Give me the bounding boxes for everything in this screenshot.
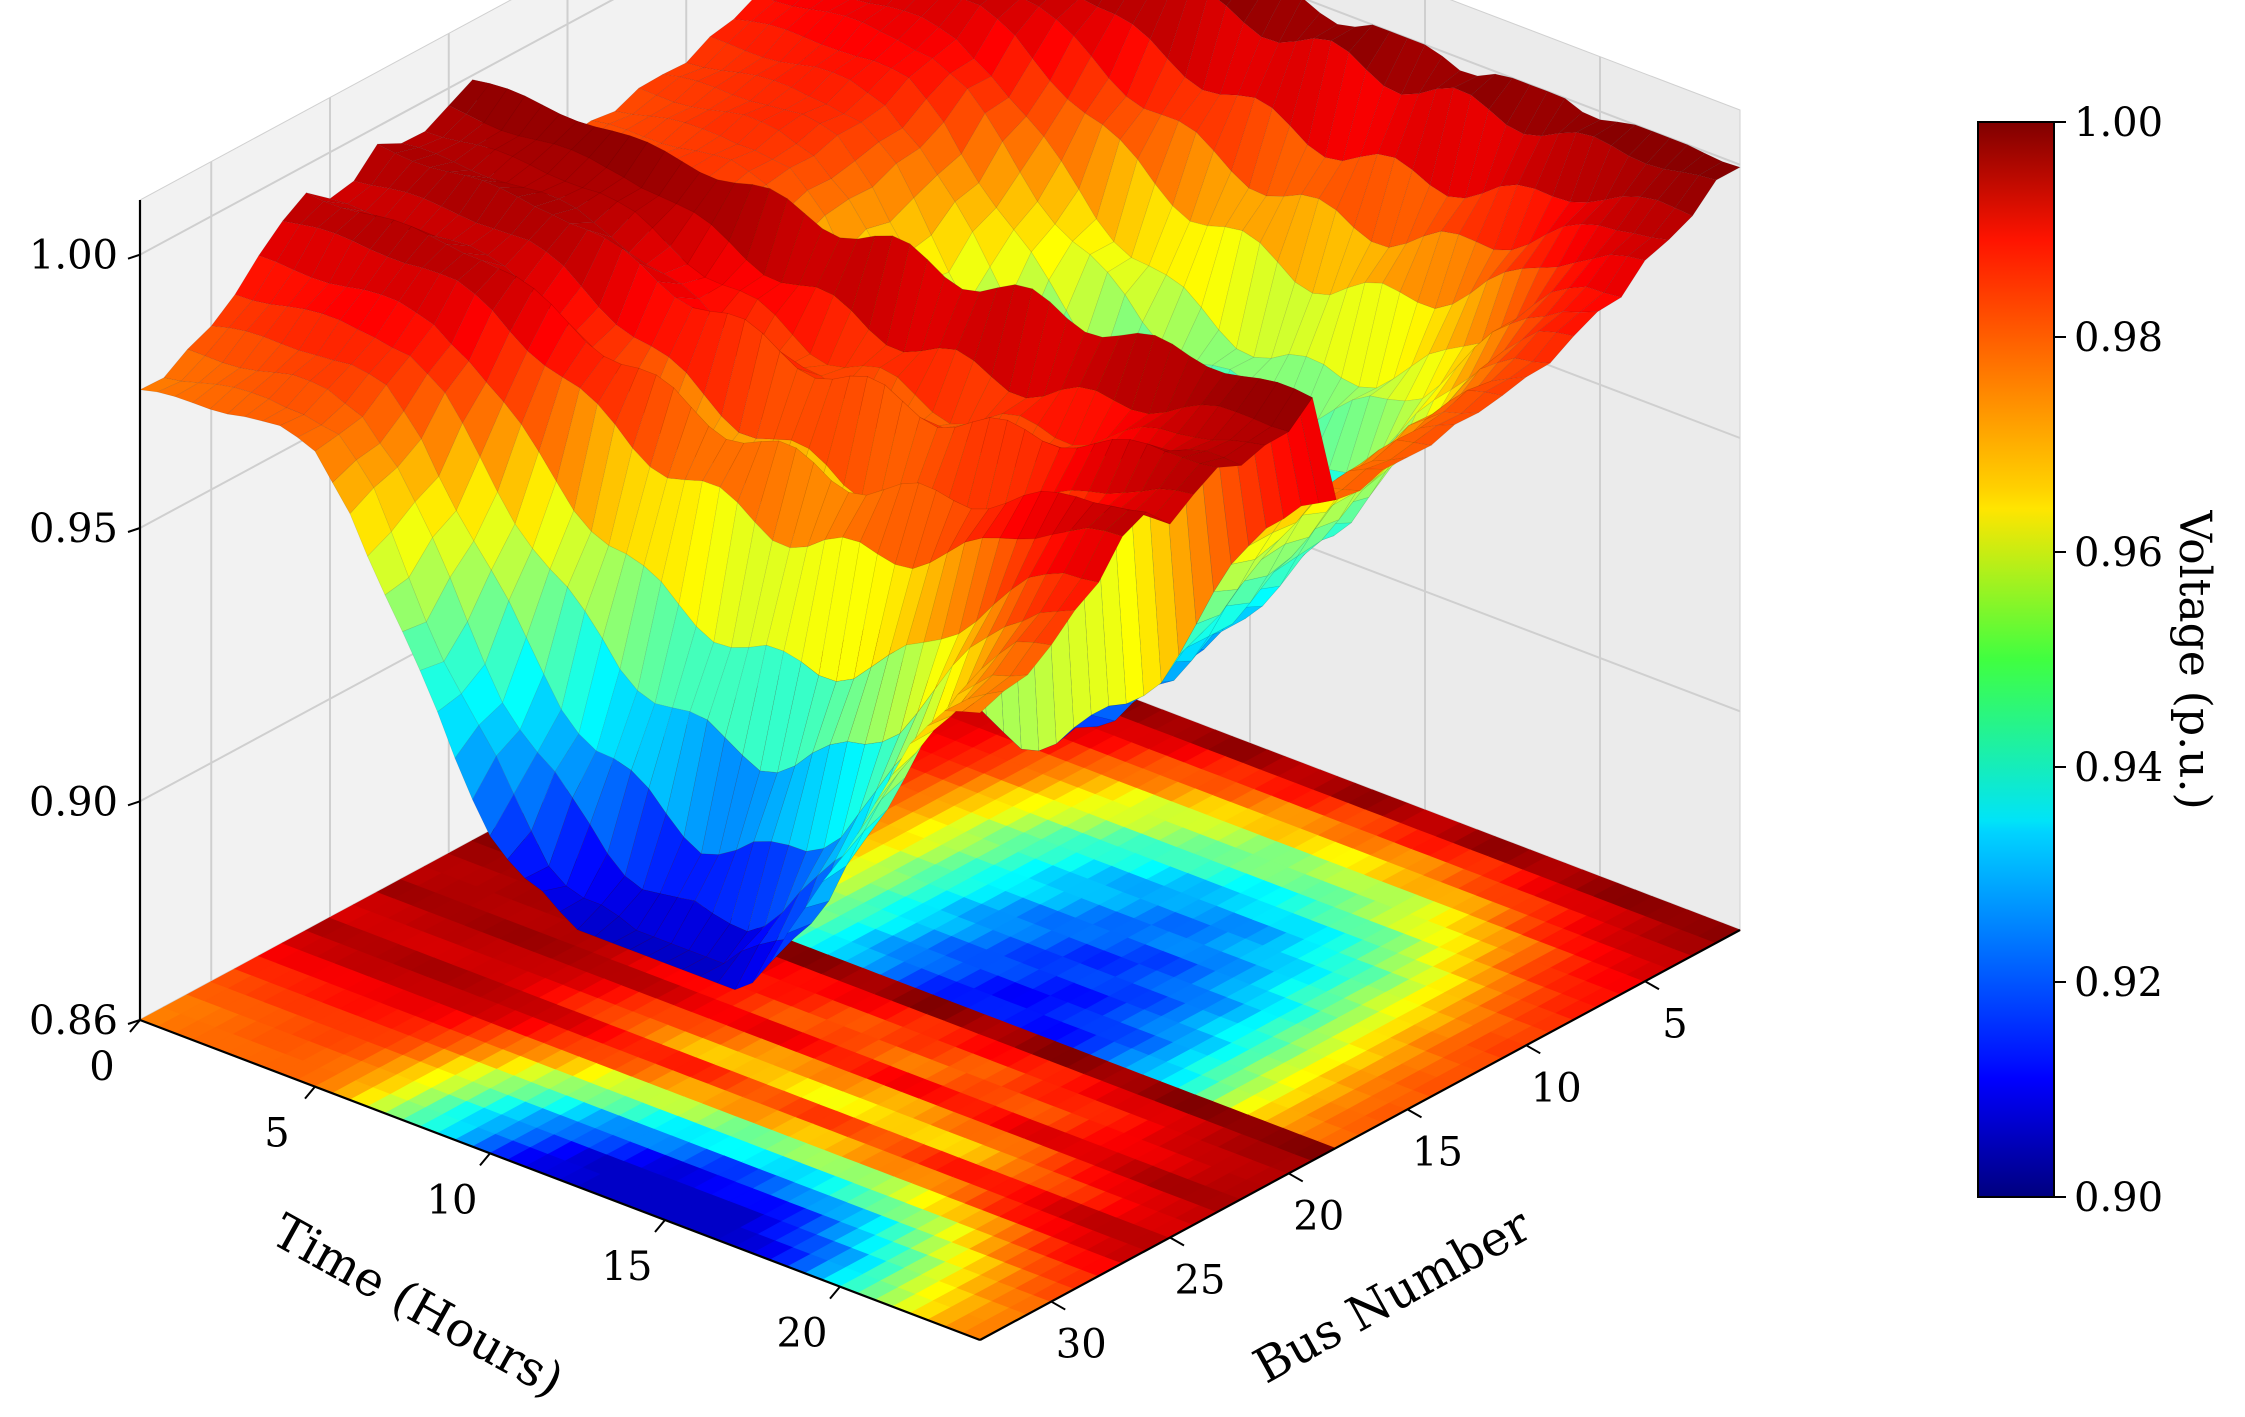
z-tick-mark	[127, 800, 141, 807]
y-axis-ticks: 5 10 15 20 25 30	[1050, 980, 1688, 1368]
x-tick-mark	[304, 1086, 316, 1100]
x-tick-mark	[479, 1152, 491, 1166]
x-tick-label: 15	[602, 1244, 653, 1290]
z-tick-mark	[127, 253, 141, 260]
y-tick-label: 30	[1056, 1322, 1107, 1368]
y-tick-mark	[1169, 1236, 1185, 1247]
colorbar-gradient	[1977, 121, 2055, 1198]
colorbar-label: Voltage (p.u.)	[2169, 509, 2220, 809]
colorbar: 0.90 0.92 0.94 0.96 0.98 1.00 Voltage (p.u.)	[1977, 100, 2220, 1221]
y-tick-label: 20	[1293, 1193, 1344, 1239]
y-tick-label: 25	[1175, 1258, 1226, 1304]
y-tick-label: 15	[1412, 1129, 1463, 1175]
x-tick-mark	[129, 1019, 141, 1033]
y-axis-line	[979, 929, 1741, 1341]
x-tick-mark	[829, 1286, 841, 1300]
colorbar-tick-label: 0.90	[2074, 1175, 2163, 1221]
z-tick-mark	[127, 527, 141, 533]
z-tick-mark	[127, 1019, 141, 1025]
y-tick-mark	[1525, 1044, 1541, 1055]
z-tick-label: 0.95	[29, 506, 118, 552]
colorbar-ticks: 0.90 0.92 0.94 0.96 0.98 1.00	[2054, 100, 2163, 1221]
x-tick-label: 0	[89, 1044, 114, 1090]
y-tick-mark	[1050, 1300, 1066, 1311]
x-tick-label: 5	[264, 1111, 289, 1157]
x-tick-mark	[654, 1219, 666, 1233]
y-tick-mark	[1407, 1108, 1422, 1119]
colorbar-tick-label: 1.00	[2074, 100, 2163, 146]
y-tick-label: 5	[1662, 1001, 1687, 1047]
colorbar-tick-label: 0.92	[2074, 960, 2163, 1006]
surface-facet	[961, 690, 1005, 714]
floor-contour-map	[139, 609, 1741, 1341]
z-tick-label: 1.00	[29, 233, 118, 279]
gridline-z	[139, 0, 1741, 256]
x-tick-label: 20	[777, 1311, 828, 1357]
x-axis-ticks: 0 5 10 15 20	[89, 1019, 841, 1357]
colorbar-tick-label: 0.98	[2074, 315, 2163, 361]
z-axis-ticks: 0.86 0.90 0.95 1.00	[29, 233, 141, 1044]
x-axis-label: Time (Hours)	[263, 1203, 573, 1409]
voltage-surface	[138, 0, 1741, 991]
colorbar-tick-label: 0.94	[2074, 745, 2163, 791]
y-tick-label: 10	[1531, 1065, 1582, 1111]
y-axis-label: Bus Number	[1245, 1197, 1540, 1395]
y-tick-mark	[1644, 980, 1660, 991]
colorbar-tick-label: 0.96	[2074, 530, 2163, 576]
x-tick-label: 10	[427, 1177, 478, 1223]
z-tick-label: 0.86	[29, 998, 118, 1044]
z-tick-label: 0.90	[29, 779, 118, 825]
y-tick-mark	[1288, 1172, 1304, 1183]
